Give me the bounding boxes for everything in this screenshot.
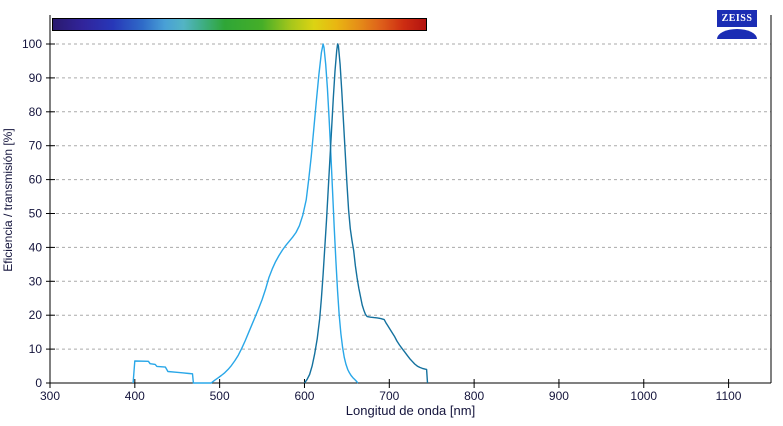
y-tick-label: 60 xyxy=(29,173,43,187)
x-tick-label: 600 xyxy=(294,389,314,403)
x-tick-label: 900 xyxy=(549,389,569,403)
x-tick-label: 700 xyxy=(379,389,399,403)
visible-spectrum-bar xyxy=(52,18,427,31)
gridlines xyxy=(50,43,771,350)
x-tick-label: 1100 xyxy=(716,389,742,403)
x-tick-label: 400 xyxy=(125,389,145,403)
y-axis-title: Eficiencia / transmisión [%] xyxy=(1,128,15,272)
y-tick-label: 20 xyxy=(29,308,43,322)
x-tick-label: 800 xyxy=(464,389,484,403)
y-tick-label: 40 xyxy=(29,240,43,254)
axes: 300 400 500 600 700 800 900 1000 1100 0 10 20 30 40 50… xyxy=(22,15,772,403)
y-tick-label: 50 xyxy=(29,207,43,221)
y-tick-label: 100 xyxy=(22,37,42,51)
y-tick-label: 0 xyxy=(35,376,42,390)
y-tick-label: 70 xyxy=(29,139,43,153)
zeiss-logo: ZEISS xyxy=(717,10,757,39)
light-blue-curve xyxy=(132,43,359,384)
zeiss-logo-text: ZEISS xyxy=(717,10,757,27)
y-tick-label: 80 xyxy=(29,105,43,119)
y-tick-label: 10 xyxy=(29,342,43,356)
x-axis-title: Longitud de onda [nm] xyxy=(345,403,476,418)
x-tick-label: 300 xyxy=(40,389,60,403)
y-tick-label: 30 xyxy=(29,274,43,288)
x-tick-label: 1000 xyxy=(630,389,657,403)
dark-blue-curve xyxy=(303,43,429,384)
x-tick-label: 500 xyxy=(210,389,230,403)
zeiss-logo-lens-icon xyxy=(717,29,757,39)
y-tick-label: 90 xyxy=(29,71,43,85)
